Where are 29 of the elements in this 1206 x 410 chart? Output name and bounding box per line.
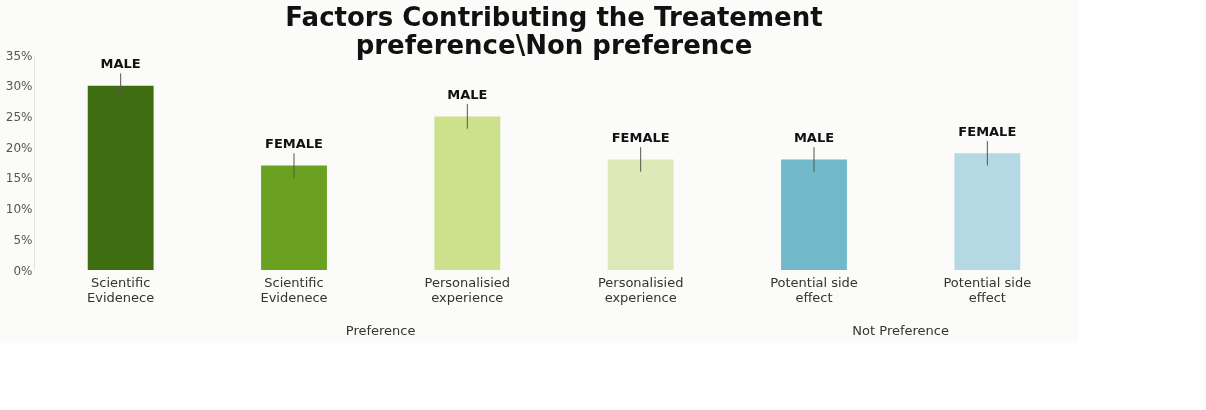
y-tick-label: 20% — [5, 140, 33, 155]
x-tick-label: Potential side effect — [943, 274, 1032, 305]
bar — [261, 165, 327, 270]
data-label: MALE — [793, 130, 835, 146]
data-label: MALE — [447, 87, 488, 103]
bar — [781, 159, 847, 270]
x-tick-label: Potential side effect — [770, 274, 858, 305]
y-tick-label: 30% — [5, 79, 33, 94]
data-label: FEMALE — [611, 130, 670, 146]
data-label: MALE — [100, 56, 141, 72]
x-tick-label: Scientific Evidenece — [87, 274, 155, 305]
text: Not Preference — [852, 323, 949, 338]
bar — [607, 159, 674, 270]
y-tick-label: 5% — [13, 232, 33, 247]
y-tick-label: 25% — [5, 109, 33, 124]
data-label: FEMALE — [265, 136, 323, 152]
y-tick-label: 10% — [5, 202, 33, 217]
data-label: FEMALE — [958, 124, 1017, 139]
x-tick-label: Personalisied experience — [424, 274, 511, 305]
y-tick-label: 35% — [5, 48, 33, 63]
chart-title: Factors Contributing the Treatement preference\Non preference — [285, 2, 823, 60]
x-tick-label: Personalisied experience — [597, 274, 684, 305]
bar — [954, 153, 1021, 270]
y-tick-label: 15% — [5, 171, 33, 186]
bar — [87, 85, 154, 270]
text: Preference — [345, 323, 416, 338]
x-tick-label: Scientific Evidenece — [260, 274, 328, 305]
bar — [434, 116, 501, 270]
y-tick-label: 0% — [13, 263, 33, 278]
